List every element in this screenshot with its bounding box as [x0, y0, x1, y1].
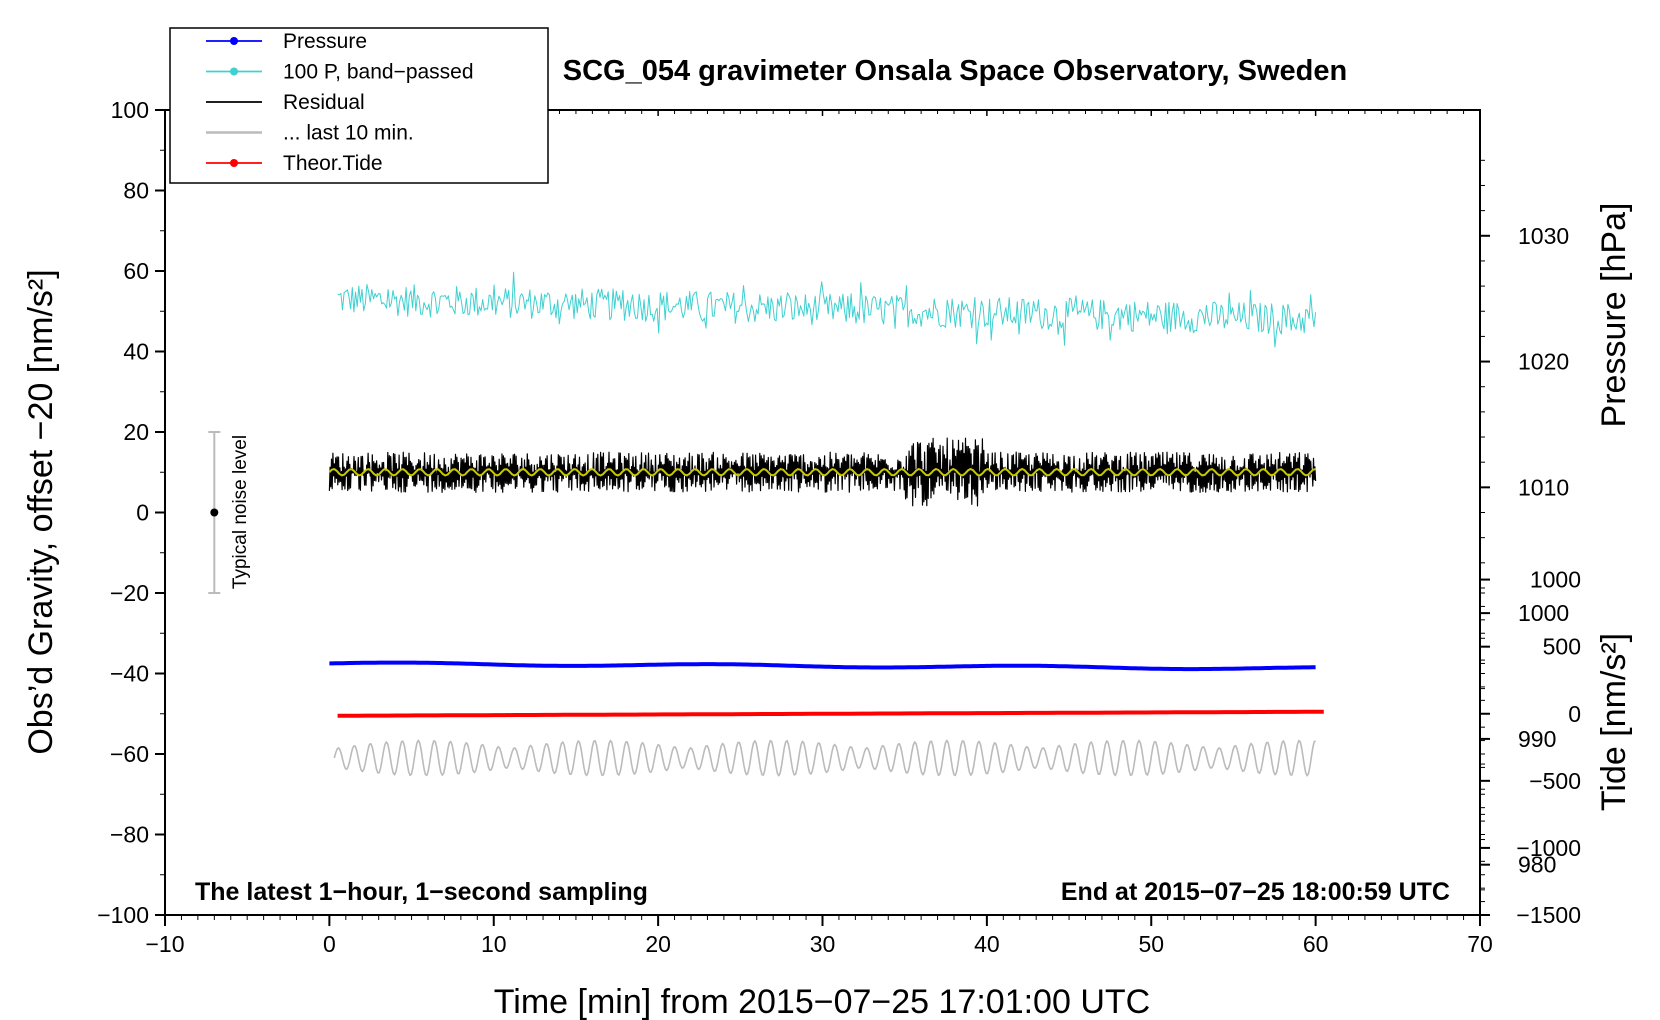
annotation-sampling: The latest 1−hour, 1−second sampling [195, 878, 648, 906]
plot-frame [164, 109, 1481, 916]
y-axis-title-tide: Tide [nm/s²] [1595, 633, 1633, 811]
legend-marker [230, 37, 238, 45]
y-tick-label: −20 [110, 580, 149, 606]
legend-label: Pressure [283, 30, 367, 53]
y-tick-label: −100 [97, 902, 149, 928]
y-tick-label: 60 [123, 258, 149, 284]
legend-box [169, 27, 549, 184]
y-axis-title-pressure: Pressure [hPa] [1595, 203, 1633, 428]
series-pressure [329, 660, 1316, 672]
data-series [208, 271, 1324, 777]
series-theor-tide [337, 709, 1324, 718]
pressure-tick-label: 990 [1518, 726, 1556, 752]
x-axis-title: Time [min] from 2015−07−25 17:01:00 UTC [494, 983, 1150, 1020]
series-last-10-min [333, 739, 1317, 777]
x-tick-label: −10 [145, 931, 184, 957]
x-tick-label: 30 [810, 931, 836, 957]
annotation-end-time: End at 2015−07−25 18:00:59 UTC [1061, 878, 1450, 906]
legend-label: ... last 10 min. [283, 122, 414, 145]
x-tick-label: 50 [1138, 931, 1164, 957]
pressure-tick-label: 980 [1518, 852, 1556, 878]
y-tick-label: −80 [110, 822, 149, 848]
x-tick-label: 70 [1467, 931, 1493, 957]
y-tick-label: 100 [111, 97, 149, 123]
x-tick-label: 60 [1303, 931, 1329, 957]
noise-bar-center [210, 508, 219, 517]
tide-tick-label: 1000 [1530, 567, 1581, 593]
legend-label: 100 P, band−passed [283, 61, 474, 84]
x-tick-label: 20 [645, 931, 671, 957]
tide-tick-label: 500 [1543, 634, 1581, 660]
pressure-tick-label: 1030 [1518, 223, 1569, 249]
y-tick-label: 40 [123, 339, 149, 365]
y-tick-label: 0 [136, 500, 149, 526]
chart-title: SCG_054 gravimeter Onsala Space Observat… [563, 55, 1347, 87]
x-tick-label: 40 [974, 931, 1000, 957]
legend-marker [230, 159, 238, 167]
y-tick-label: −60 [110, 741, 149, 767]
x-tick-label: 0 [323, 931, 336, 957]
pressure-tick-label: 1010 [1518, 474, 1569, 500]
y-tick-label: −40 [110, 661, 149, 687]
series-100-p-band-passed [337, 271, 1317, 348]
legend: Pressure 100 P, band−passed Residual ... la… [169, 27, 549, 184]
tide-tick-label: −1500 [1516, 902, 1581, 928]
series-residual-smoothed [328, 468, 1316, 477]
tide-tick-label: 0 [1568, 701, 1581, 727]
series-residual [328, 437, 1317, 507]
legend-label: Theor.Tide [283, 152, 383, 175]
tide-tick-label: −500 [1529, 768, 1581, 794]
legend-marker [230, 67, 238, 76]
pressure-tick-label: 1020 [1518, 349, 1569, 375]
tide-tick-label: −1000 [1516, 835, 1581, 861]
legend-label: Residual [283, 91, 365, 114]
pressure-tick-label: 1000 [1518, 600, 1569, 626]
y-tick-label: 80 [123, 178, 149, 204]
y-axis-title-left: Obs’d Gravity, offset −20 [nm/s²] [22, 269, 60, 754]
y-tick-label: 20 [123, 419, 149, 445]
x-tick-label: 10 [481, 931, 507, 957]
noise-level-label: Typical noise level [230, 435, 251, 589]
axis-ticks: −10 0 10 20 30 40 50 60 70100806040200−20−40−60−… [97, 97, 1581, 957]
